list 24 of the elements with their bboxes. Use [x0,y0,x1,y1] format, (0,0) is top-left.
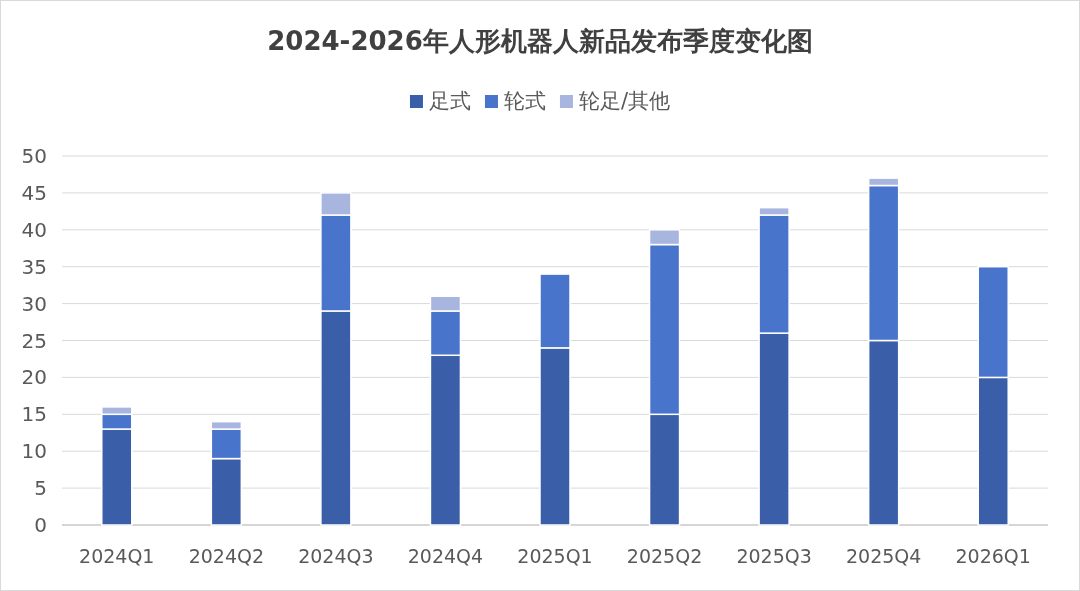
legend-label: 轮式 [503,89,546,113]
y-tick-label: 20 [21,365,47,390]
y-tick-label: 30 [21,291,47,316]
legend-label: 轮足/其他 [578,89,671,113]
legend-label: 足式 [428,89,471,113]
y-tick-label: 35 [21,254,47,279]
y-tick-label: 40 [21,217,47,242]
x-tick-label: 2025Q1 [517,545,593,567]
y-tick-label: 5 [34,476,47,501]
chart-title: 2024-2026年人形机器人新品发布季度变化图 [267,26,813,56]
x-tick-label: 2026Q1 [955,545,1031,567]
x-tick-label: 2024Q2 [188,545,265,567]
y-tick-label: 45 [21,180,47,205]
y-tick-label: 50 [21,144,47,168]
x-tick-label: 2025Q4 [845,545,922,567]
y-tick-label: 10 [21,439,47,464]
y-tick-label: 0 [34,513,47,537]
y-tick-label: 15 [21,402,47,427]
x-tick-label: 2025Q3 [736,545,812,567]
x-tick-label: 2024Q3 [298,545,374,567]
y-tick-label: 25 [21,328,47,353]
x-tick-label: 2025Q2 [626,545,703,567]
x-tick-label: 2024Q4 [407,545,484,567]
x-tick-label: 2024Q1 [79,545,155,567]
